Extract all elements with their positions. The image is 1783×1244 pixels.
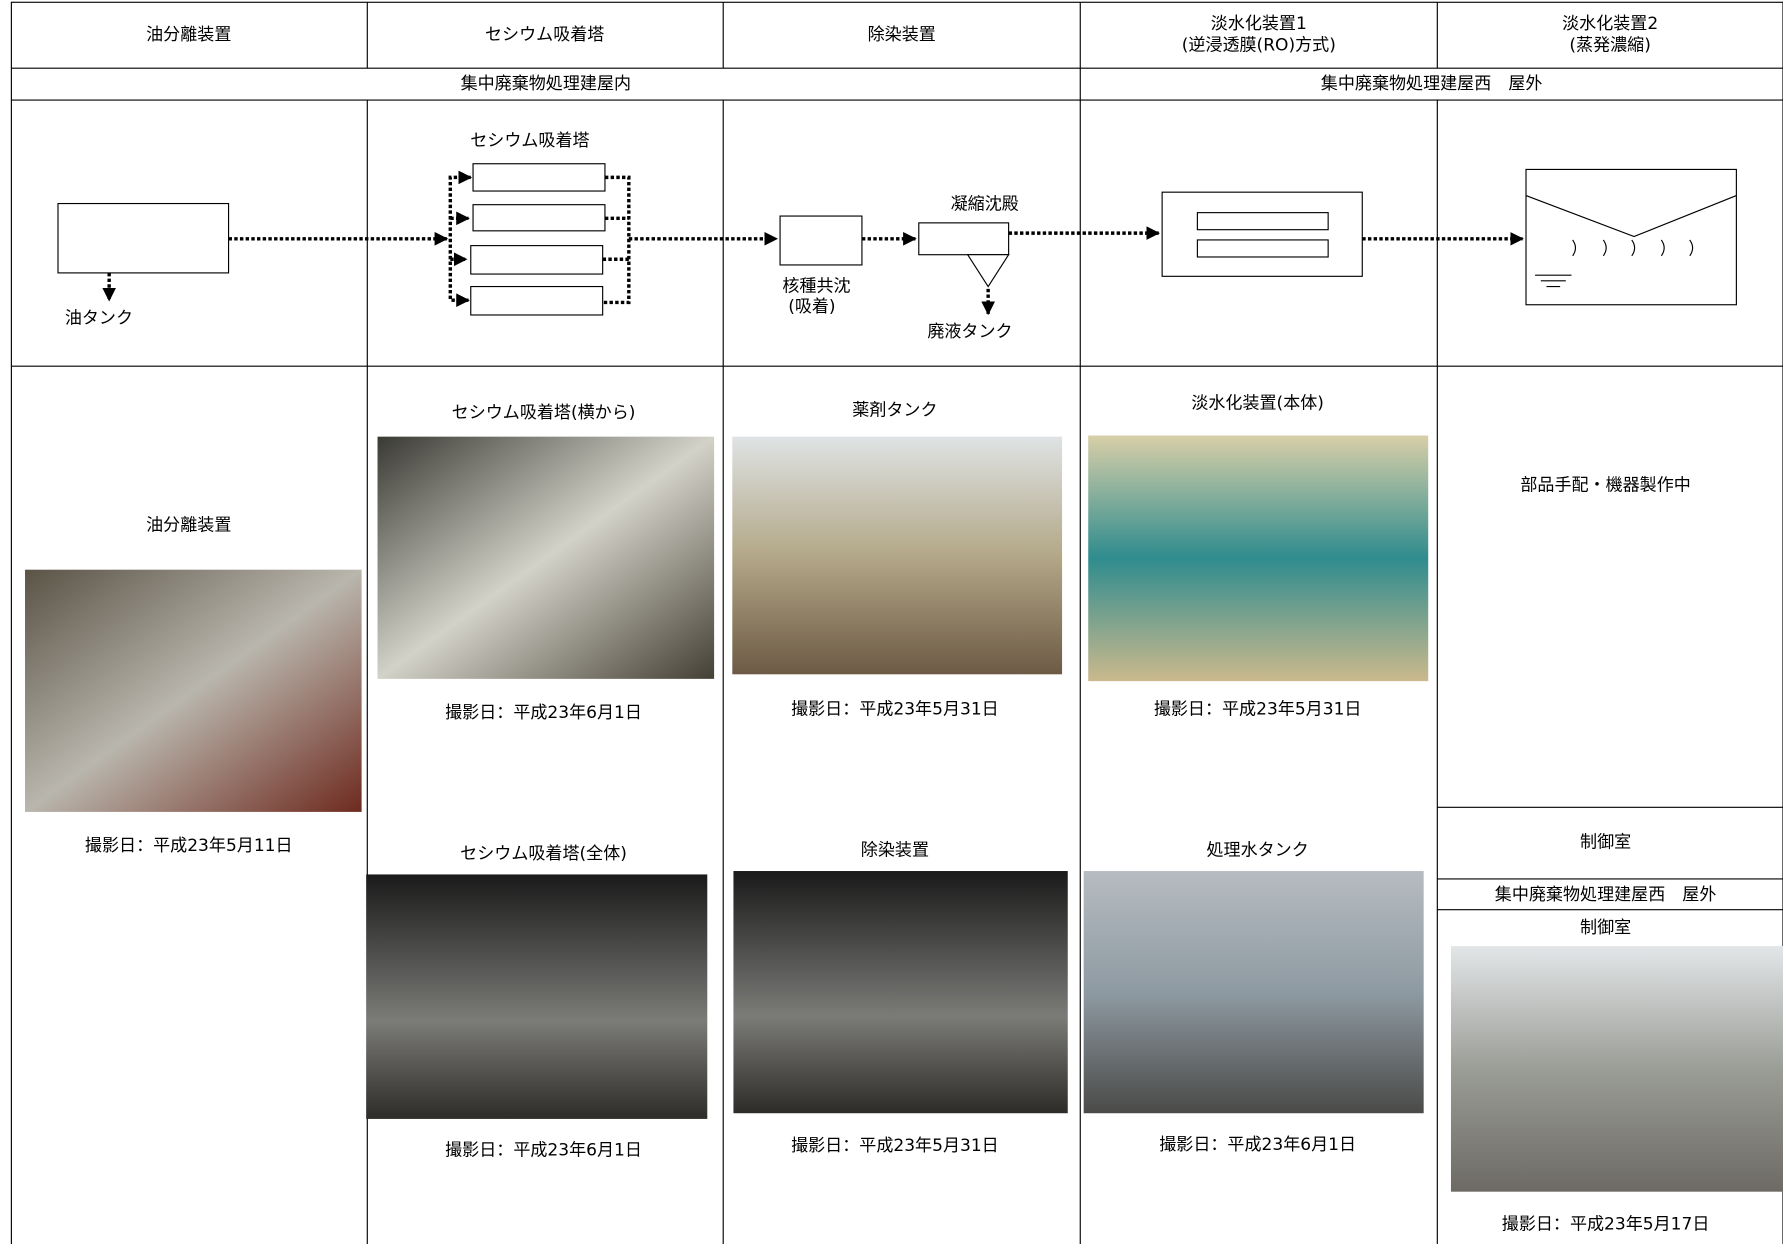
photo-title: セシウム吸着塔(横から) <box>452 403 636 423</box>
photo-date: 撮影日：平成23年5月31日 <box>791 700 999 720</box>
diagram-label: (吸着) <box>788 297 835 317</box>
diagram-label: 凝縮沈殿 <box>951 195 1019 215</box>
photos <box>25 435 1783 1192</box>
header: (逆浸透膜(RO)方式) <box>1182 35 1336 55</box>
photo-date: 撮影日：平成23年6月1日 <box>445 1141 642 1161</box>
photo <box>377 436 715 679</box>
diagram-label: セシウム吸着塔 <box>470 131 589 151</box>
table-grid <box>10 1 1783 1244</box>
photo <box>733 871 1068 1114</box>
photo <box>732 436 1063 675</box>
header: 淡水化装置2 <box>1562 14 1658 34</box>
photo <box>25 569 362 812</box>
photo <box>1088 435 1429 682</box>
photo <box>1083 871 1424 1114</box>
location: 集中廃棄物処理建屋内 <box>461 74 631 94</box>
photo-date: 撮影日：平成23年5月31日 <box>1154 700 1362 720</box>
header: 淡水化装置1 <box>1211 14 1307 34</box>
photo-title: 淡水化装置(本体) <box>1191 394 1324 414</box>
location: 集中廃棄物処理建屋西 屋外 <box>1321 74 1543 94</box>
header: (蒸発濃縮) <box>1569 35 1651 55</box>
photo-title: 除染装置 <box>861 841 929 861</box>
photo-title: 油分離装置 <box>146 515 231 535</box>
diagram-label: 油タンク <box>65 308 133 328</box>
flow-diagram <box>57 163 1737 316</box>
photo-title: 処理水タンク <box>1207 841 1309 861</box>
photo <box>366 874 708 1119</box>
control-location: 集中廃棄物処理建屋西 屋外 <box>1495 885 1717 905</box>
photo-date: 撮影日：平成23年6月1日 <box>445 703 642 723</box>
photo-title: 制御室 <box>1580 918 1631 938</box>
header: 油分離装置 <box>146 25 231 45</box>
diagram-label: 廃液タンク <box>927 322 1012 342</box>
photo-title: 薬剤タンク <box>852 400 937 420</box>
photo-date: 撮影日：平成23年6月1日 <box>1159 1135 1356 1155</box>
photo-date: 撮影日：平成23年5月11日 <box>85 836 293 856</box>
control-header: 制御室 <box>1580 833 1631 853</box>
photo-title: セシウム吸着塔(全体) <box>460 844 627 864</box>
photo-date: 撮影日：平成23年5月17日 <box>1502 1215 1710 1235</box>
status: 部品手配・機器製作中 <box>1520 476 1690 496</box>
diagram-label: 核種共沈 <box>782 277 850 297</box>
photo <box>1450 946 1783 1192</box>
photo-date: 撮影日：平成23年5月31日 <box>791 1136 999 1156</box>
header: セシウム吸着塔 <box>485 25 604 45</box>
header: 除染装置 <box>868 25 936 45</box>
